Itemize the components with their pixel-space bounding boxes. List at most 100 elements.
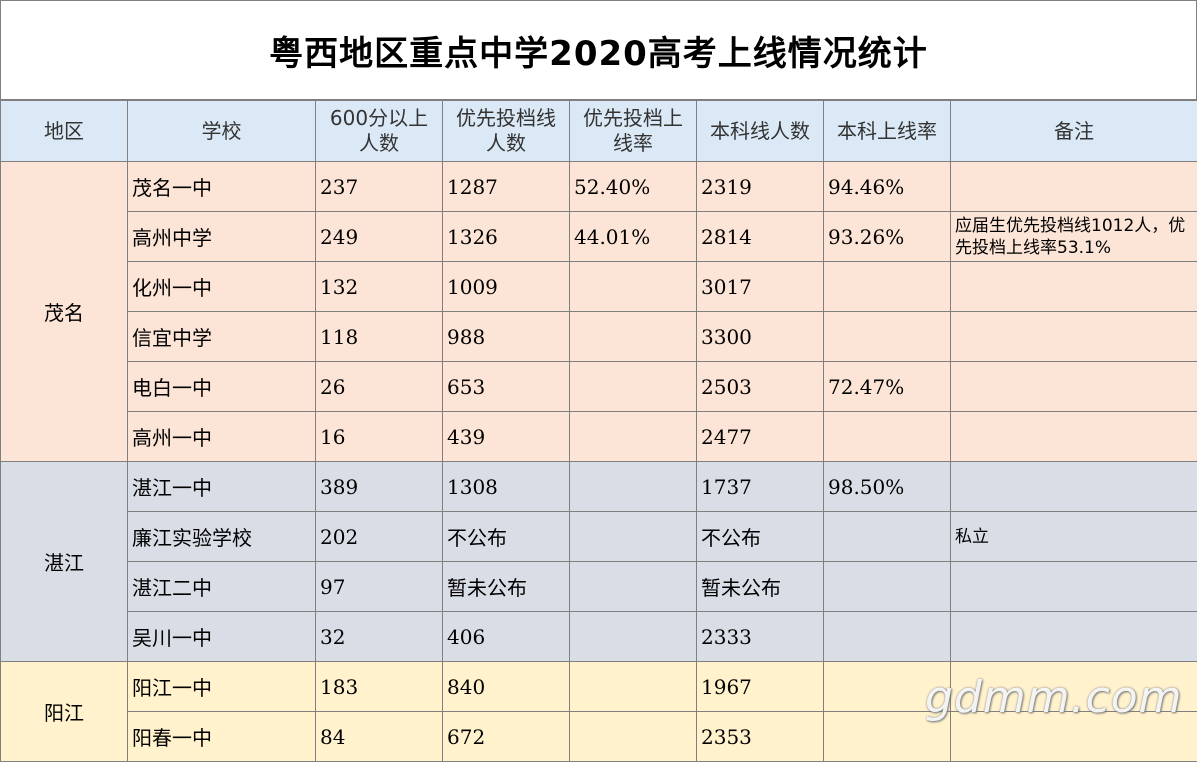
school-cell: 湛江二中 — [128, 562, 316, 612]
priority-count-cell: 1308 — [443, 462, 570, 512]
priority-count-cell: 653 — [443, 362, 570, 412]
bachelor-count-cell: 2353 — [697, 712, 824, 762]
score600-cell: 202 — [316, 512, 443, 562]
bachelor-count-cell: 2503 — [697, 362, 824, 412]
bachelor-rate-cell — [824, 512, 951, 562]
school-cell: 高州一中 — [128, 412, 316, 462]
priority-count-cell: 1287 — [443, 162, 570, 212]
header-priority-rate: 优先投档上线率 — [570, 101, 697, 162]
school-cell: 廉江实验学校 — [128, 512, 316, 562]
score600-cell: 183 — [316, 662, 443, 712]
region-cell: 湛江 — [1, 462, 128, 662]
priority-count-cell: 1326 — [443, 212, 570, 262]
school-cell: 高州中学 — [128, 212, 316, 262]
stats-table: 地区 学校 600分以上人数 优先投档线人数 优先投档上线率 本科线人数 本科上… — [0, 100, 1197, 762]
priority-count-cell: 840 — [443, 662, 570, 712]
header-bachelor-count: 本科线人数 — [697, 101, 824, 162]
score600-cell: 26 — [316, 362, 443, 412]
bachelor-rate-cell — [824, 262, 951, 312]
school-cell: 湛江一中 — [128, 462, 316, 512]
school-cell: 茂名一中 — [128, 162, 316, 212]
priority-rate-cell: 52.40% — [570, 162, 697, 212]
school-cell: 阳春一中 — [128, 712, 316, 762]
bachelor-rate-cell: 72.47% — [824, 362, 951, 412]
priority-rate-cell — [570, 662, 697, 712]
priority-rate-cell — [570, 712, 697, 762]
priority-rate-cell — [570, 612, 697, 662]
score600-cell: 84 — [316, 712, 443, 762]
bachelor-count-cell: 2477 — [697, 412, 824, 462]
school-cell: 电白一中 — [128, 362, 316, 412]
priority-rate-cell — [570, 362, 697, 412]
note-cell — [951, 612, 1197, 662]
bachelor-count-cell: 3300 — [697, 312, 824, 362]
bachelor-count-cell: 2319 — [697, 162, 824, 212]
priority-count-cell: 1009 — [443, 262, 570, 312]
school-cell: 化州一中 — [128, 262, 316, 312]
priority-count-cell: 406 — [443, 612, 570, 662]
note-cell — [951, 412, 1197, 462]
bachelor-rate-cell: 94.46% — [824, 162, 951, 212]
header-region: 地区 — [1, 101, 128, 162]
score600-cell: 97 — [316, 562, 443, 612]
priority-count-cell: 不公布 — [443, 512, 570, 562]
score600-cell: 118 — [316, 312, 443, 362]
priority-rate-cell: 44.01% — [570, 212, 697, 262]
note-cell: 应届生优先投档线1012人，优先投档上线率53.1% — [951, 212, 1197, 262]
school-cell: 阳江一中 — [128, 662, 316, 712]
header-600-count: 600分以上人数 — [316, 101, 443, 162]
priority-count-cell: 988 — [443, 312, 570, 362]
priority-rate-cell — [570, 562, 697, 612]
bachelor-count-cell: 2333 — [697, 612, 824, 662]
region-cell: 茂名 — [1, 162, 128, 462]
header-note: 备注 — [951, 101, 1197, 162]
note-cell: 私立 — [951, 512, 1197, 562]
priority-rate-cell — [570, 262, 697, 312]
score600-cell: 249 — [316, 212, 443, 262]
note-cell — [951, 562, 1197, 612]
priority-count-cell: 暂未公布 — [443, 562, 570, 612]
note-cell — [951, 362, 1197, 412]
score600-cell: 237 — [316, 162, 443, 212]
bachelor-count-cell: 2814 — [697, 212, 824, 262]
header-school: 学校 — [128, 101, 316, 162]
score600-cell: 132 — [316, 262, 443, 312]
region-cell: 阳江 — [1, 662, 128, 762]
note-cell — [951, 462, 1197, 512]
header-bachelor-rate: 本科上线率 — [824, 101, 951, 162]
bachelor-count-cell: 1967 — [697, 662, 824, 712]
priority-rate-cell — [570, 312, 697, 362]
bachelor-rate-cell — [824, 612, 951, 662]
bachelor-count-cell: 1737 — [697, 462, 824, 512]
priority-rate-cell — [570, 462, 697, 512]
note-cell — [951, 162, 1197, 212]
bachelor-rate-cell — [824, 412, 951, 462]
bachelor-count-cell: 暂未公布 — [697, 562, 824, 612]
bachelor-rate-cell — [824, 312, 951, 362]
note-cell — [951, 262, 1197, 312]
bachelor-rate-cell — [824, 562, 951, 612]
priority-count-cell: 439 — [443, 412, 570, 462]
school-cell: 吴川一中 — [128, 612, 316, 662]
bachelor-count-cell: 3017 — [697, 262, 824, 312]
score600-cell: 389 — [316, 462, 443, 512]
bachelor-count-cell: 不公布 — [697, 512, 824, 562]
school-cell: 信宜中学 — [128, 312, 316, 362]
priority-count-cell: 672 — [443, 712, 570, 762]
header-priority-count: 优先投档线人数 — [443, 101, 570, 162]
bachelor-rate-cell: 98.50% — [824, 462, 951, 512]
bachelor-rate-cell: 93.26% — [824, 212, 951, 262]
priority-rate-cell — [570, 412, 697, 462]
page-title: 粤西地区重点中学2020高考上线情况统计 — [0, 0, 1197, 100]
header-row: 地区 学校 600分以上人数 优先投档线人数 优先投档上线率 本科线人数 本科上… — [1, 101, 1197, 162]
priority-rate-cell — [570, 512, 697, 562]
score600-cell: 16 — [316, 412, 443, 462]
